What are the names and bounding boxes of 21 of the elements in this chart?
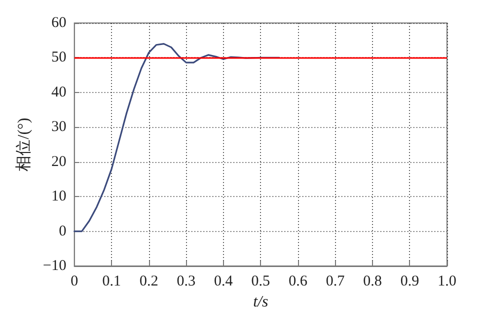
x-tick-label: 0.9 (400, 274, 420, 290)
x-tick-label: 0.3 (176, 274, 196, 290)
x-axis-title: t/s (253, 293, 268, 310)
y-tick-label: −10 (42, 258, 66, 274)
x-tick-label: 0.6 (288, 274, 308, 290)
y-tick-label: 40 (51, 84, 66, 100)
y-tick-label: 50 (51, 50, 66, 66)
y-tick-label: 10 (51, 188, 66, 205)
x-tick-label: 0.1 (102, 274, 121, 290)
x-tick-label: 0.5 (251, 274, 270, 290)
x-tick-label: 0 (70, 274, 78, 290)
x-tick-label: 0.7 (326, 274, 346, 290)
x-tick-label: 1.0 (438, 274, 456, 290)
y-tick-label: 20 (51, 154, 66, 170)
y-tick-label: 30 (51, 119, 66, 136)
y-tick-label: 0 (58, 223, 66, 240)
x-tick-label: 0.8 (363, 274, 382, 290)
y-axis-title: 相位/(°) (14, 118, 32, 172)
y-tick-label: 60 (51, 15, 66, 31)
x-tick-label: 0.2 (140, 274, 158, 290)
x-tick-label: 0.4 (214, 274, 234, 290)
